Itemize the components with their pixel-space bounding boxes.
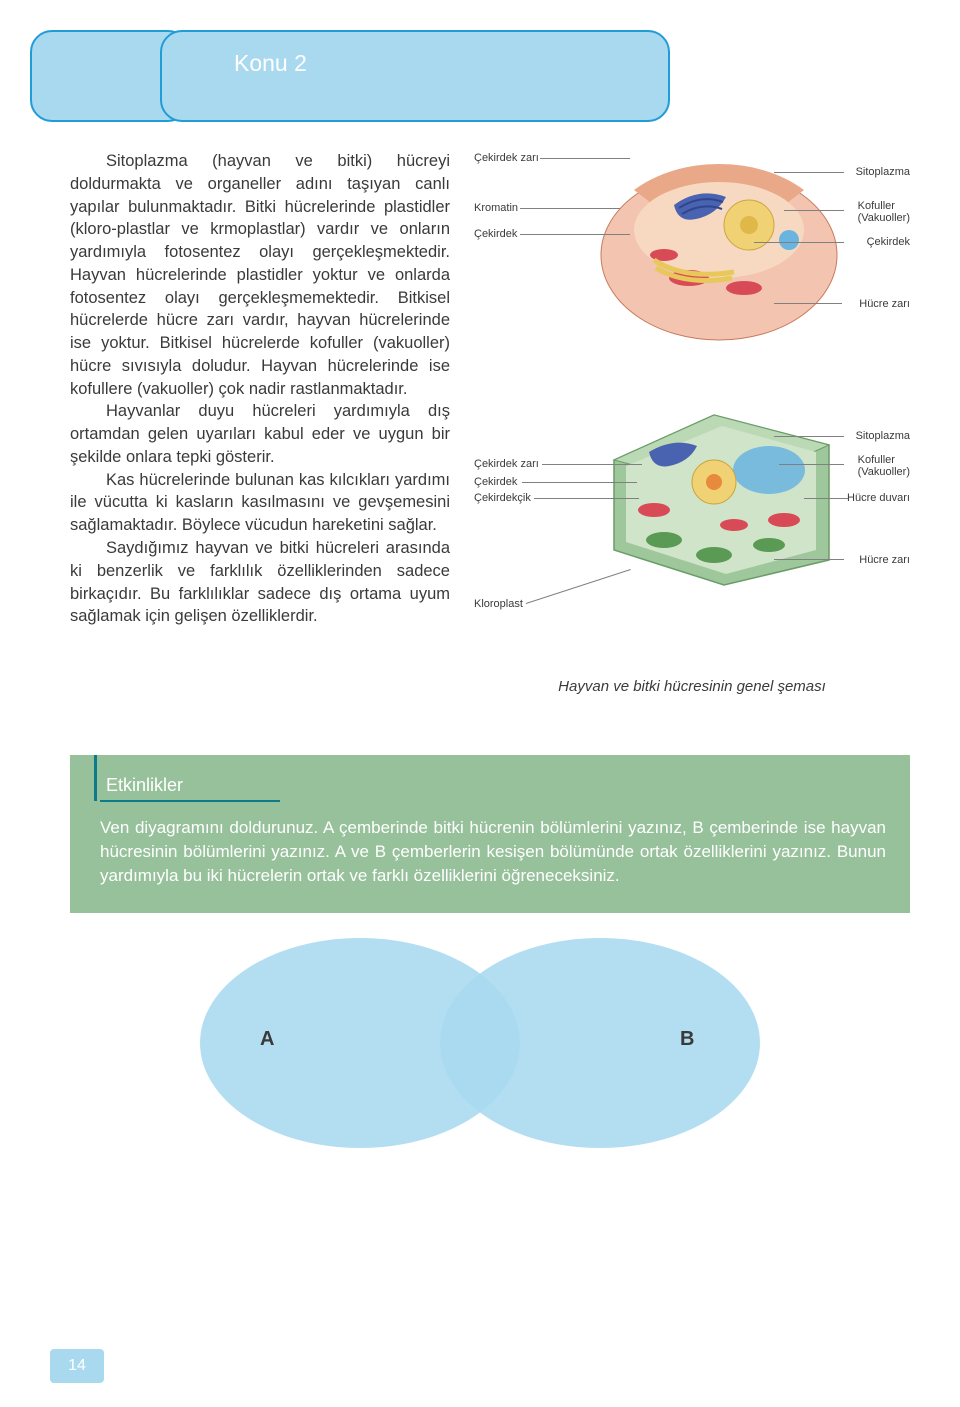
tab-konu: Konu 2	[160, 30, 670, 122]
animal-cell-diagram	[594, 160, 844, 350]
label-cekirdek-plant: Çekirdek	[474, 476, 517, 488]
page-container: Konu 2 Sitoplazma (hayvan ve bitki) hücr…	[0, 0, 960, 1407]
paragraph-1: Sitoplazma (hayvan ve bitki) hücreyi dol…	[70, 150, 450, 400]
label-sitoplazma-plant: Sitoplazma	[856, 430, 910, 442]
plant-cell-block: Çekirdek zarı Çekirdek Çekirdekçik Kloro…	[474, 400, 910, 660]
label-hucre-zari-animal: Hücre zarı	[859, 298, 910, 310]
activities-body: Ven diyagramını doldurunuz. A çemberinde…	[100, 816, 886, 887]
label-sitoplazma-animal: Sitoplazma	[856, 166, 910, 178]
label-cekirdek-zari-animal: Çekirdek zarı	[474, 152, 539, 164]
venn-diagram: A B	[70, 928, 910, 1188]
content-row: Sitoplazma (hayvan ve bitki) hücreyi dol…	[70, 150, 910, 695]
diagram-column: Çekirdek zarı Kromatin Çekirdek Sitoplaz…	[474, 150, 910, 695]
paragraph-3: Kas hücrelerinde bulunan kas kılcıkları …	[70, 469, 450, 537]
animal-cell-block: Çekirdek zarı Kromatin Çekirdek Sitoplaz…	[474, 150, 910, 390]
label-hucre-zari-plant: Hücre zarı	[859, 554, 910, 566]
label-cekirdek-animal-r: Çekirdek	[867, 236, 910, 248]
label-kofuller-animal: Kofuller (Vakuoller)	[858, 200, 910, 224]
label-kloroplast: Kloroplast	[474, 598, 523, 610]
venn-label-a: A	[260, 1028, 274, 1051]
label-cekirdekcik: Çekirdekçik	[474, 492, 531, 504]
label-kofuller-plant: Kofuller (Vakuoller)	[858, 454, 910, 478]
diagram-caption: Hayvan ve bitki hücresinin genel şeması	[474, 678, 910, 695]
label-kromatin: Kromatin	[474, 202, 518, 214]
activities-header: Etkinlikler	[100, 775, 886, 802]
header-tabs: Konu 2	[70, 30, 910, 122]
venn-circle-b	[440, 938, 760, 1148]
venn-label-b: B	[680, 1028, 694, 1051]
paragraph-2: Hayvanlar duyu hücreleri yardımıyla dış …	[70, 400, 450, 468]
activities-box: Etkinlikler Ven diyagramını doldurunuz. …	[70, 755, 910, 913]
plant-cell-diagram	[594, 400, 844, 590]
page-number-value: 14	[68, 1357, 86, 1375]
body-text-column: Sitoplazma (hayvan ve bitki) hücreyi dol…	[70, 150, 450, 695]
paragraph-4: Saydığımız hayvan ve bitki hücreleri ara…	[70, 537, 450, 628]
activities-title: Etkinlikler	[100, 775, 280, 802]
activities-accent-line	[94, 755, 97, 801]
konu-title: Konu 2	[234, 50, 307, 77]
label-hucre-duvari: Hücre duvarı	[847, 492, 910, 504]
label-cekirdek-animal: Çekirdek	[474, 228, 517, 240]
page-number: 14	[50, 1349, 104, 1383]
label-cekirdek-zari-plant: Çekirdek zarı	[474, 458, 539, 470]
